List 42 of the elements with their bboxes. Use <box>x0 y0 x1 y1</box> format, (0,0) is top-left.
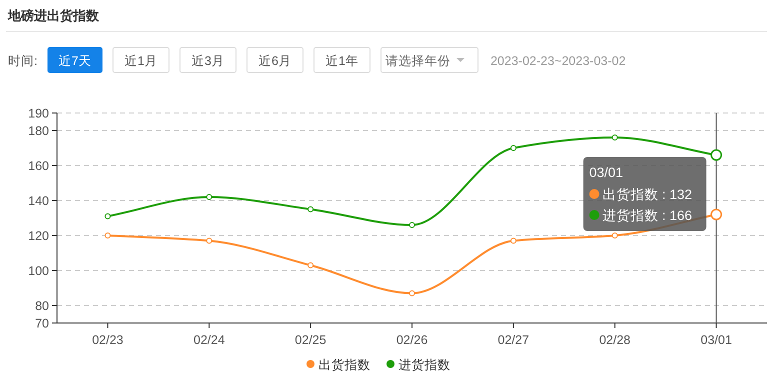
y-tick-label: 100 <box>28 264 50 278</box>
point <box>308 262 314 268</box>
chart-title: 地磅进出货指数 <box>7 8 100 23</box>
text: 2023-02-23~2023-03-02 <box>490 54 626 68</box>
x-tick-label: 02/25 <box>294 333 326 347</box>
y-tick-label: 140 <box>28 194 50 208</box>
legend-label: 出货指数 <box>318 358 370 372</box>
x-tick-label: 02/28 <box>599 333 631 347</box>
point <box>510 238 516 244</box>
y-tick-label: 180 <box>28 124 50 138</box>
annotation: 03/01 <box>589 165 624 180</box>
x-tick-label: 03/01 <box>700 333 732 347</box>
text: 请选择年份 <box>385 54 450 68</box>
annotation: 进货指数 : 166 <box>602 208 692 223</box>
y-tick-label: 190 <box>28 106 50 120</box>
y-tick-label: 80 <box>35 299 50 313</box>
x-tick-label: 02/26 <box>396 333 428 347</box>
point <box>206 238 212 244</box>
point <box>612 134 618 140</box>
x-tick-label: 02/27 <box>498 333 530 347</box>
text: 时间: <box>8 54 38 68</box>
legend-label: 进货指数 <box>398 358 450 372</box>
point <box>308 206 314 212</box>
point <box>510 145 516 151</box>
y-tick-label: 160 <box>28 159 50 173</box>
point <box>612 232 618 238</box>
text: 近7天 <box>58 54 92 68</box>
y-tick-label: 120 <box>28 229 50 243</box>
annotation: 出货指数 : 132 <box>602 187 692 202</box>
point <box>104 232 111 238</box>
x-tick-label: 02/24 <box>194 333 225 347</box>
point <box>206 194 212 200</box>
point <box>409 290 415 296</box>
point <box>409 222 415 228</box>
text: 近3月 <box>192 54 224 68</box>
x-tick-label: 02/23 <box>92 333 124 347</box>
tooltip: 03/01 出货指数 : 132 进货指数 : 166 <box>583 157 706 231</box>
y-tick-label: 70 <box>35 316 50 330</box>
text: 近6月 <box>258 54 292 68</box>
point <box>104 213 111 220</box>
text: 近1年 <box>326 54 358 68</box>
text: 近1月 <box>124 54 158 68</box>
